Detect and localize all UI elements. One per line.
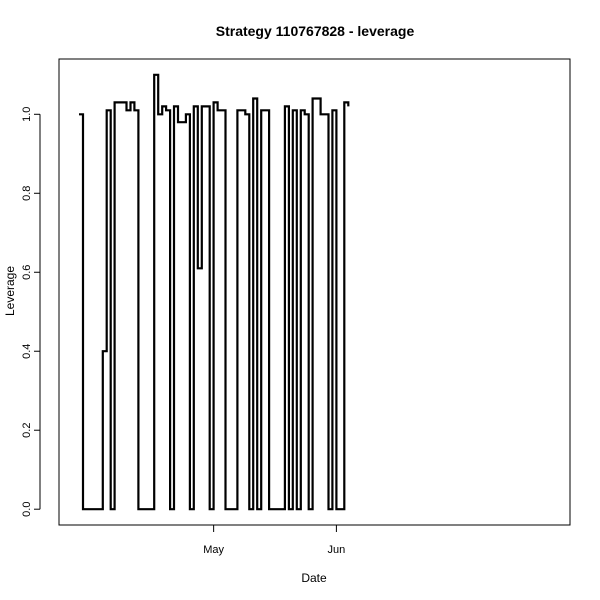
x-tick-label: Jun [328, 544, 346, 556]
y-axis-label: Leverage [3, 266, 17, 316]
x-tick-label: May [203, 544, 224, 556]
series-layer [79, 73, 350, 511]
y-tick-label: 0.8 [21, 186, 33, 201]
x-axis-label: Date [301, 571, 327, 585]
y-tick-label: 1.0 [21, 107, 33, 122]
plot-frame [58, 58, 571, 526]
y-tick-label: 0.2 [21, 423, 33, 438]
chart-title: Strategy 110767828 - leverage [216, 23, 415, 39]
leverage-series-line [79, 73, 350, 511]
y-tick-label: 0.0 [21, 502, 33, 517]
y-axis: 0.0 0.2 0.4 0.6 0.8 1.0 [21, 107, 41, 517]
y-tick-label: 0.4 [21, 344, 33, 359]
x-axis: May Jun [203, 524, 346, 556]
y-tick-label: 0.6 [21, 265, 33, 280]
